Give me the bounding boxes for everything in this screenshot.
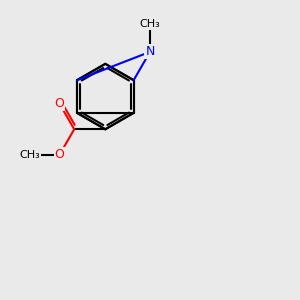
Text: O: O: [55, 148, 64, 161]
Text: N: N: [145, 45, 155, 58]
Text: CH₃: CH₃: [20, 150, 40, 160]
Text: CH₃: CH₃: [140, 19, 160, 29]
Text: O: O: [55, 97, 64, 110]
